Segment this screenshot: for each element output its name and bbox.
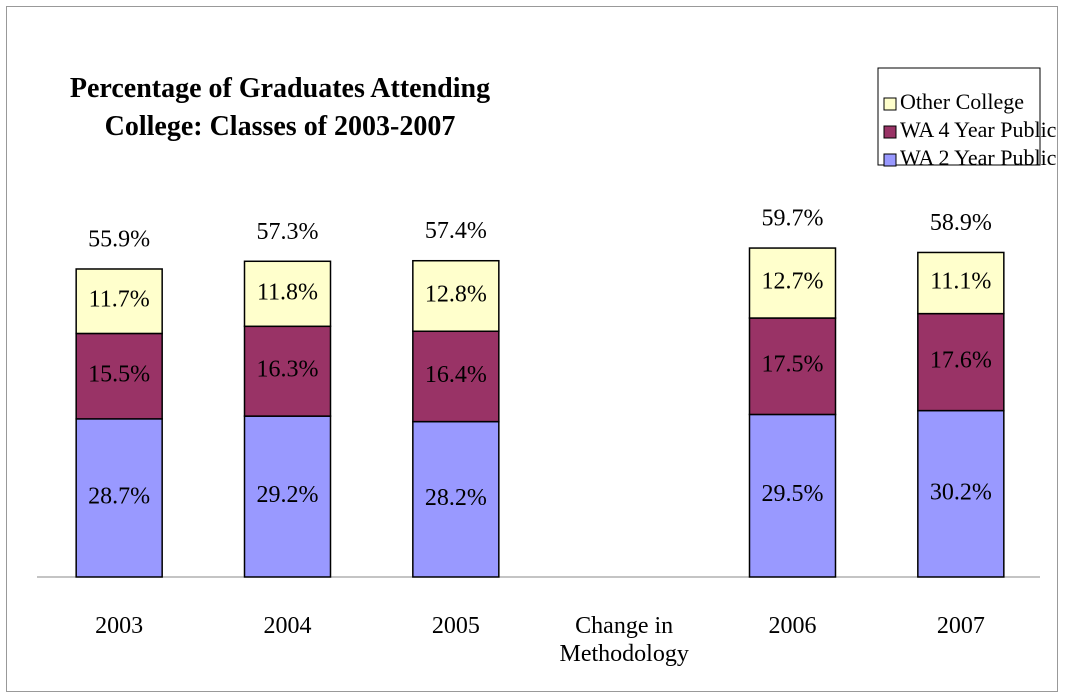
- total-label: 58.9%: [930, 210, 992, 236]
- legend-swatch: [883, 125, 897, 139]
- x-tick-label: 2004: [263, 613, 312, 639]
- legend-box: [877, 67, 1041, 166]
- bar-segment: [75, 268, 163, 335]
- data-label: 29.5%: [762, 481, 824, 507]
- data-label: 15.5%: [88, 362, 150, 388]
- bar-segment: [243, 415, 332, 578]
- data-label: 28.2%: [425, 485, 487, 511]
- total-label: 55.9%: [88, 226, 150, 252]
- data-label: 11.1%: [930, 269, 991, 295]
- data-label: 29.2%: [257, 482, 319, 508]
- bar-segment: [748, 247, 837, 319]
- data-label: 12.8%: [425, 281, 487, 307]
- x-tick-label: 2007: [936, 613, 985, 639]
- data-label: 28.7%: [88, 483, 150, 509]
- total-label: 59.7%: [762, 206, 824, 232]
- data-label: 16.4%: [425, 362, 487, 388]
- total-label: 57.3%: [257, 219, 319, 245]
- legend-label: WA 2 Year Public: [900, 145, 1057, 170]
- legend-label: WA 4 Year Public: [900, 117, 1057, 142]
- bar-segment: [917, 409, 1005, 578]
- data-label: 16.3%: [257, 357, 319, 383]
- data-label: 11.7%: [89, 287, 150, 313]
- data-label: 17.6%: [930, 348, 992, 374]
- bar-segment: [412, 330, 500, 423]
- legend-swatch: [883, 97, 897, 111]
- bar-segment: [748, 317, 837, 416]
- x-tick-label: 2003: [95, 613, 144, 639]
- data-label: 30.2%: [930, 479, 992, 505]
- bar-segment: [75, 418, 163, 578]
- bar-segment: [412, 259, 500, 333]
- data-label: 11.8%: [257, 279, 318, 305]
- bar-segment: [917, 312, 1005, 412]
- total-label: 57.4%: [425, 218, 487, 244]
- bar-segment: [917, 251, 1005, 315]
- legend-swatch: [883, 153, 897, 167]
- data-label: 12.7%: [762, 269, 824, 295]
- x-tick-label: 2005: [431, 613, 480, 639]
- chart-title: Percentage of Graduates Attending Colleg…: [69, 73, 491, 142]
- x-tick-label: Change in Methodology: [559, 613, 689, 667]
- bar-segment: [412, 420, 500, 578]
- data-label: 17.5%: [762, 352, 824, 378]
- bar-segment: [243, 260, 332, 328]
- bar-segment: [243, 325, 332, 417]
- legend-label: Other College: [900, 89, 1024, 114]
- x-tick-label: 2006: [768, 613, 817, 639]
